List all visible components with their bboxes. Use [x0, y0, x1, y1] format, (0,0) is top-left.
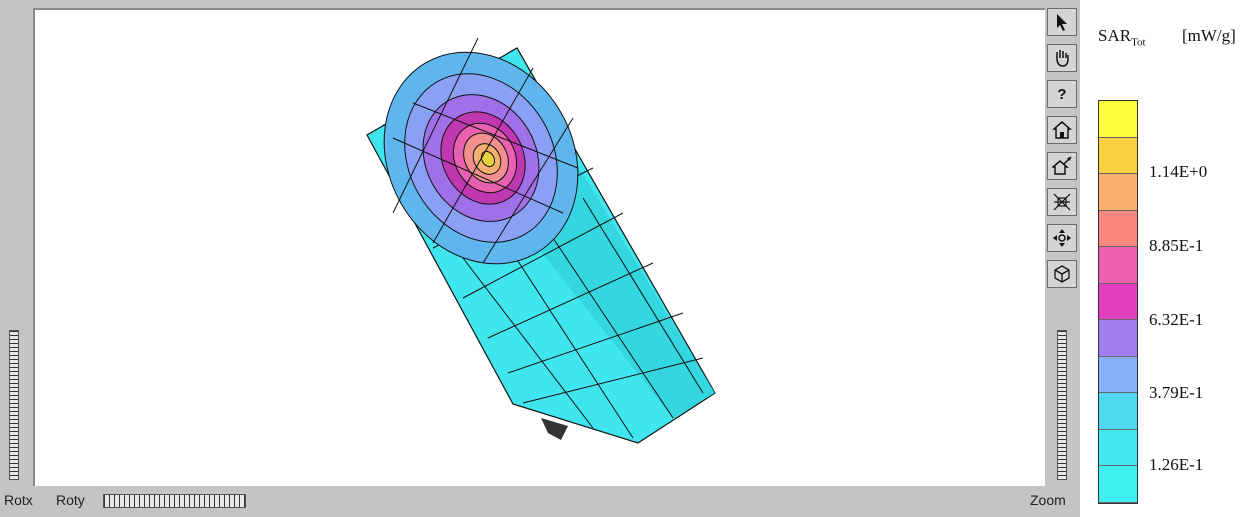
- seek-crosshair-icon: [1053, 229, 1071, 247]
- legend-title-main: SAR: [1098, 26, 1132, 45]
- legend-swatch: [1099, 429, 1137, 467]
- perspective-tool-button[interactable]: [1047, 260, 1077, 288]
- legend-swatch: [1099, 283, 1137, 321]
- sar-contours: [383, 37, 579, 265]
- legend-swatch: [1099, 101, 1137, 138]
- roty-label: Roty: [56, 492, 85, 508]
- phone-antenna-tip: [541, 418, 568, 440]
- legend-tick-label: 1.14E+0: [1149, 162, 1208, 181]
- legend-swatch: [1099, 174, 1137, 211]
- legend-title: SARTot: [1098, 26, 1146, 48]
- legend-swatch: [1099, 210, 1137, 248]
- home-icon: [1052, 121, 1072, 139]
- pointer-arrow-icon: [1057, 14, 1067, 31]
- legend-title-subscript: Tot: [1131, 36, 1146, 49]
- legend-tick-label: 3.79E-1: [1149, 383, 1204, 402]
- legend-tick-label: 6.32E-1: [1149, 310, 1204, 329]
- legend-swatch: [1099, 137, 1137, 175]
- set-home-icon: [1052, 156, 1072, 175]
- legend-tick-label: 1.26E-1: [1149, 455, 1204, 474]
- legend-unit: [mW/g]: [1182, 26, 1236, 45]
- legend-swatch: [1099, 320, 1137, 357]
- question-mark-icon: ?: [1057, 85, 1067, 103]
- hand-icon: [1056, 50, 1069, 67]
- color-scale-bar: [1098, 100, 1138, 504]
- seek-tool-button[interactable]: [1047, 224, 1077, 252]
- perspective-cube-icon: [1054, 265, 1070, 283]
- legend-tick-label: 8.85E-1: [1149, 236, 1204, 255]
- rotx-thumbwheel[interactable]: [9, 330, 19, 480]
- legend-swatch: [1099, 466, 1137, 503]
- view-all-icon: [1053, 193, 1071, 211]
- select-tool-button[interactable]: [1047, 8, 1077, 36]
- legend-swatch: [1099, 247, 1137, 284]
- help-tool-button[interactable]: ?: [1047, 80, 1077, 108]
- view-all-tool-button[interactable]: [1047, 188, 1077, 216]
- legend-swatch: [1099, 356, 1137, 394]
- set-home-tool-button[interactable]: [1047, 152, 1077, 180]
- home-view-tool-button[interactable]: [1047, 116, 1077, 144]
- roty-thumbwheel[interactable]: [103, 494, 246, 508]
- pan-tool-button[interactable]: [1047, 44, 1077, 72]
- zoom-thumbwheel[interactable]: [1057, 330, 1067, 480]
- legend-swatch: [1099, 393, 1137, 430]
- zoom-label: Zoom: [1030, 492, 1066, 508]
- rotx-label: Rotx: [4, 492, 33, 508]
- sar-mesh-render[interactable]: [33, 8, 1045, 486]
